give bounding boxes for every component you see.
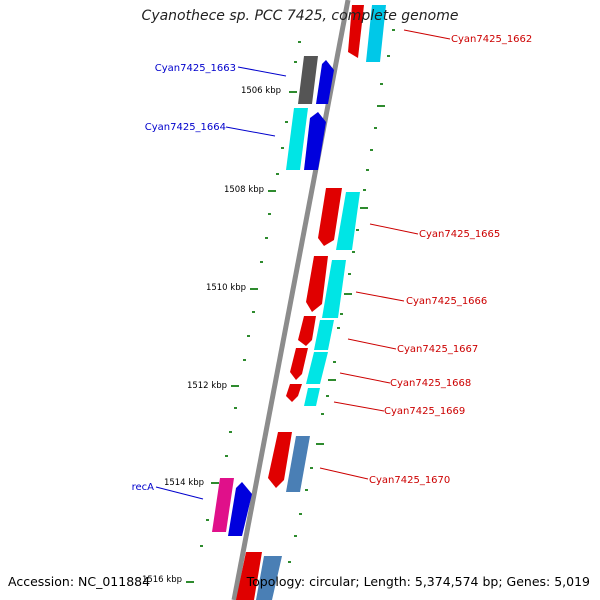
gene-block-1670-red xyxy=(268,432,292,488)
gene-block-1663-gray xyxy=(298,56,318,104)
genome-backbone xyxy=(231,0,351,600)
gene-block-1662-red xyxy=(348,5,364,58)
gene-label-1666[interactable]: Cyan7425_1666 xyxy=(406,296,487,307)
gene-block-1667-cyan xyxy=(314,320,334,350)
tick-label: 1516 kbp xyxy=(142,575,182,585)
gene-block-1665-cyan xyxy=(336,192,360,250)
gene-block-1667-red xyxy=(298,316,316,346)
gene-block-bottom-steel xyxy=(256,556,282,600)
gene-label-1662[interactable]: Cyan7425_1662 xyxy=(451,34,532,45)
tick-label: 1514 kbp xyxy=(164,478,204,488)
gene-block-1670-steel xyxy=(286,436,310,492)
gene-block-1664-cyan xyxy=(286,108,308,170)
gene-label-1663[interactable]: Cyan7425_1663 xyxy=(155,63,236,74)
topology-text: Topology: circular; Length: 5,374,574 bp… xyxy=(246,574,590,589)
gene-block-1668-cyan xyxy=(306,352,328,384)
gene-block-1664-blue xyxy=(304,112,326,170)
gene-block-1665-red xyxy=(318,188,342,246)
tick-label: 1506 kbp xyxy=(241,86,281,96)
tick-track-right xyxy=(288,29,395,563)
gene-block-bottom-red xyxy=(236,552,262,600)
gene-block-reca-blue xyxy=(228,482,252,536)
gene-block-reca-pink xyxy=(212,478,234,532)
gene-block-1669-cyan xyxy=(304,388,320,406)
map-title: Cyanothece sp. PCC 7425, complete genome xyxy=(141,8,459,24)
gene-label-1668[interactable]: Cyan7425_1668 xyxy=(390,378,471,389)
gene-block-1668-red xyxy=(290,348,308,380)
accession-text: Accession: NC_011884 xyxy=(8,574,151,589)
tick-label: 1512 kbp xyxy=(187,381,227,391)
gene-block-1666-red xyxy=(306,256,328,312)
gene-block-1669-red xyxy=(286,384,302,402)
tick-label: 1510 kbp xyxy=(206,283,246,293)
gene-label-1667[interactable]: Cyan7425_1667 xyxy=(397,344,478,355)
gene-label-reca[interactable]: recA xyxy=(132,482,155,493)
gene-label-1670[interactable]: Cyan7425_1670 xyxy=(369,475,450,486)
gene-block-1666-cyan xyxy=(322,260,346,318)
gene-label-1664[interactable]: Cyan7425_1664 xyxy=(145,122,226,133)
gene-block-1663-blue xyxy=(316,60,334,104)
gene-label-1669[interactable]: Cyan7425_1669 xyxy=(384,406,465,417)
label-leaders xyxy=(155,29,451,500)
tick-track-left xyxy=(186,41,301,583)
tick-label: 1508 kbp xyxy=(224,185,264,195)
gene-label-1665[interactable]: Cyan7425_1665 xyxy=(419,229,500,240)
gene-block-1662-cyan xyxy=(366,5,386,62)
